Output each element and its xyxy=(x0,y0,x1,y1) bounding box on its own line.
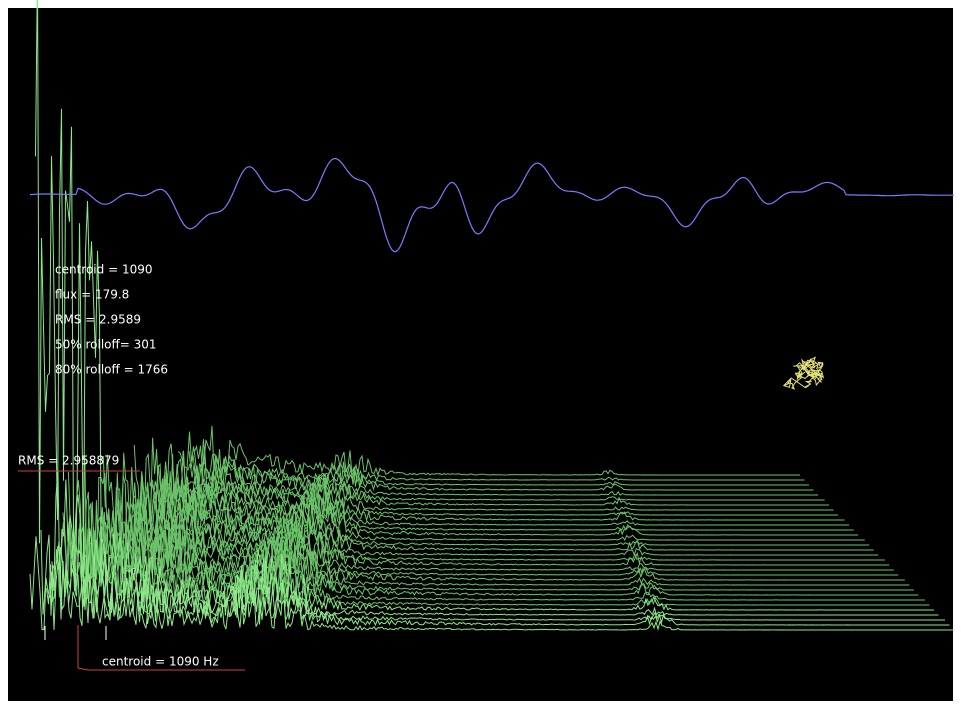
spectrum-line xyxy=(188,451,809,486)
spectrum-line xyxy=(56,521,930,606)
centroid-marker-line xyxy=(77,625,245,671)
centroid-marker-label: centroid = 1090 Hz xyxy=(102,655,219,669)
spectrum-line xyxy=(46,544,939,616)
spectrum-line xyxy=(95,516,894,571)
spectrum-line xyxy=(144,480,850,527)
spectrum-line xyxy=(111,487,879,556)
spectrum-waterfall xyxy=(29,0,954,632)
waveform xyxy=(29,158,955,253)
spectrum-line xyxy=(67,471,919,596)
spectrum-line xyxy=(128,482,865,542)
spectrum-line xyxy=(40,529,945,621)
spectrum-line xyxy=(29,536,954,632)
spectrum-line xyxy=(150,437,845,522)
spectrum-line xyxy=(133,444,859,536)
spectrum-line xyxy=(106,500,885,562)
spectrum-line xyxy=(155,462,839,517)
spectrum-line xyxy=(166,443,830,506)
spectrum-line xyxy=(62,512,925,602)
stat-text: 80% rolloff = 1766 xyxy=(55,363,168,377)
spectrum-line xyxy=(183,431,814,491)
spectrum-line xyxy=(194,444,805,482)
rms-marker-label: RMS = 2.958879 xyxy=(18,454,119,468)
spectrum-line xyxy=(177,451,819,497)
spectrum-line xyxy=(78,521,910,587)
spectrum-line xyxy=(117,452,874,552)
stat-text: 50% rolloff= 301 xyxy=(55,338,157,352)
spectrum-line xyxy=(35,0,950,627)
stat-text: centroid = 1090 xyxy=(55,263,152,277)
spectrum-line xyxy=(123,491,870,547)
spectrum-line xyxy=(89,501,899,577)
spectrum-line xyxy=(199,425,800,477)
spectrum-line xyxy=(100,454,890,567)
lissajous xyxy=(783,356,825,390)
stat-text: RMS = 2.9589 xyxy=(55,313,141,327)
stat-text: flux = 179.8 xyxy=(55,288,129,302)
